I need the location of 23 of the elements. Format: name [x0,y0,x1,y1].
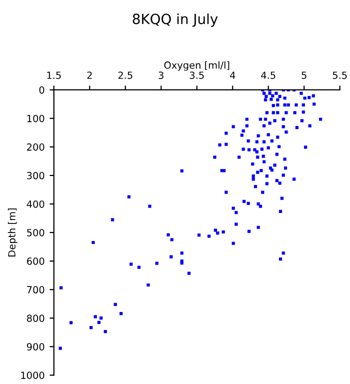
y-tick-label: 900 [26,343,44,350]
y-axis-title: Depth [m] [8,208,18,256]
y-tick-label: 200 [27,143,44,151]
x-tick-label: 3 [158,72,164,79]
y-tick-label: 800 [26,314,44,322]
x-tick-label: 2 [87,72,92,79]
y-tick-label: 0 [39,86,44,94]
x-tick-label: 2.5 [118,72,132,79]
y-tick-label: 1000 [21,372,44,379]
chart-title: 8KQQ in July [132,13,218,27]
x-axis-title: Oxygen [ml/l] [164,61,230,71]
x-tick-label: 4 [230,72,236,79]
x-tick-label: 5 [302,72,306,79]
y-tick-label: 600 [26,258,44,265]
x-tick-label: 3.5 [190,72,204,79]
y-tick-label: 500 [27,228,44,236]
y-tick-label: 100 [27,114,44,122]
x-tick-label: 5.5 [332,72,347,79]
x-tick-label: 4.5 [261,72,276,79]
x-tick-label: 1.5 [47,72,61,79]
y-tick-label: 400 [26,200,44,208]
y-tick-label: 700 [27,286,44,294]
y-tick-label: 300 [27,172,44,180]
